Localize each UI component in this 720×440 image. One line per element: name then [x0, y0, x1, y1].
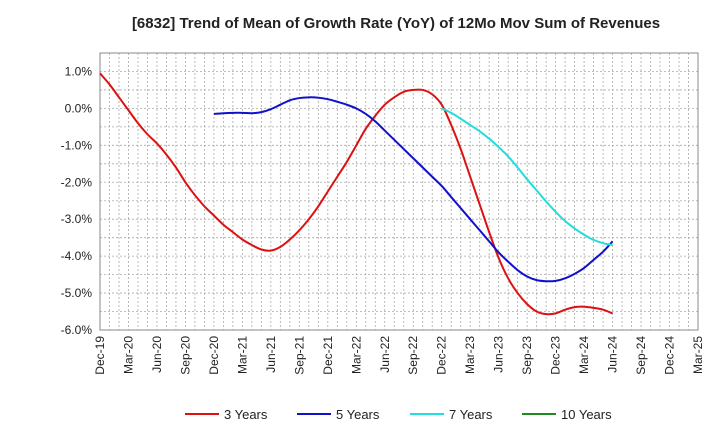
- x-tick-label: Sep-21: [292, 336, 306, 375]
- y-tick-label: -4.0%: [61, 249, 93, 263]
- x-tick-label: Mar-24: [577, 336, 591, 374]
- legend-item-10-years: 10 Years: [522, 407, 612, 422]
- y-axis: 1.0% 0.0% -1.0% -2.0% -3.0% -4.0% -5.0% -6.0%: [61, 64, 93, 337]
- series-line-5-years: [213, 96, 614, 283]
- x-tick-label: Mar-25: [691, 336, 705, 374]
- legend: 3 Years 5 Years 7 Years 10 Years: [185, 407, 612, 422]
- x-tick-label: Jun-20: [150, 336, 164, 373]
- legend-label-5-years: 5 Years: [336, 407, 380, 422]
- x-tick-label: Mar-23: [463, 336, 477, 374]
- x-tick-label: Dec-24: [663, 336, 677, 375]
- x-tick-label: Mar-22: [349, 336, 363, 374]
- x-tick-label: Dec-19: [93, 336, 107, 375]
- y-tick-label: 1.0%: [65, 64, 93, 78]
- legend-item-7-years: 7 Years: [410, 407, 493, 422]
- x-tick-label: Sep-23: [520, 336, 534, 375]
- series-line-3-years: [99, 72, 613, 316]
- x-tick-label: Jun-22: [378, 336, 392, 373]
- y-tick-label: -6.0%: [61, 323, 93, 337]
- chart-title: [6832] Trend of Mean of Growth Rate (YoY…: [132, 15, 660, 32]
- legend-label-3-years: 3 Years: [224, 407, 268, 422]
- y-tick-label: -2.0%: [61, 175, 93, 189]
- x-axis: Dec-19 Mar-20 Jun-20 Sep-20 Dec-20 Mar-21 Jun-…: [93, 336, 705, 375]
- x-tick-label: Sep-20: [178, 336, 192, 375]
- x-tick-label: Mar-21: [235, 336, 249, 374]
- x-tick-label: Dec-22: [435, 336, 449, 375]
- x-tick-label: Dec-21: [321, 336, 335, 375]
- y-tick-label: -5.0%: [61, 286, 93, 300]
- plot-area: [100, 53, 698, 330]
- x-tick-label: Dec-23: [549, 336, 563, 375]
- legend-item-3-years: 3 Years: [185, 407, 268, 422]
- y-tick-label: 0.0%: [65, 101, 93, 115]
- x-tick-label: Jun-21: [264, 336, 278, 373]
- legend-item-5-years: 5 Years: [297, 407, 380, 422]
- x-tick-label: Jun-24: [606, 336, 620, 373]
- plot-frame: [99, 52, 699, 331]
- legend-label-7-years: 7 Years: [449, 407, 493, 422]
- legend-label-10-years: 10 Years: [561, 407, 612, 422]
- x-tick-label: Sep-22: [406, 336, 420, 375]
- x-tick-label: Sep-24: [634, 336, 648, 375]
- y-tick-label: -1.0%: [61, 138, 93, 152]
- series-line-7-years: [441, 107, 613, 247]
- x-tick-label: Mar-20: [121, 336, 135, 374]
- series-lines: [99, 72, 614, 316]
- y-tick-label: -3.0%: [61, 212, 93, 226]
- x-tick-label: Jun-23: [492, 336, 506, 373]
- x-tick-label: Dec-20: [207, 336, 221, 375]
